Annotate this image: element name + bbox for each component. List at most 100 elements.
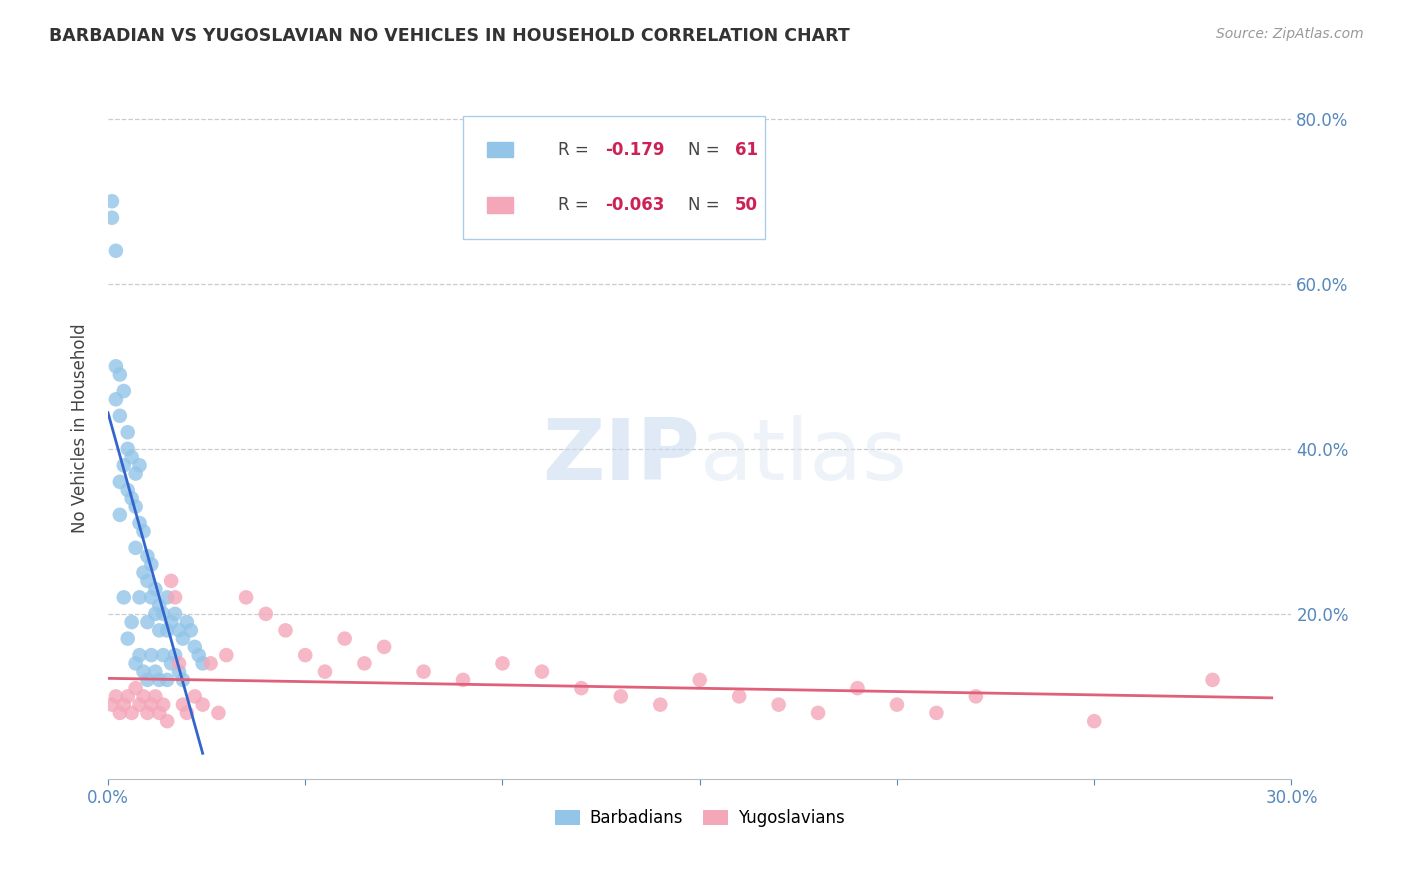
Point [108, 409, 131, 423]
Point [124, 681, 146, 695]
Point [807, 706, 830, 720]
Text: 61: 61 [735, 141, 758, 159]
Text: R =: R = [558, 141, 593, 159]
Point [136, 673, 159, 687]
Text: Source: ZipAtlas.com: Source: ZipAtlas.com [1216, 27, 1364, 41]
Point [101, 698, 124, 712]
Point [200, 657, 222, 671]
Point [132, 665, 155, 679]
Point [160, 657, 183, 671]
Point [141, 698, 163, 712]
Point [373, 640, 395, 654]
Point [152, 648, 174, 662]
Point [184, 690, 207, 704]
Point [152, 607, 174, 621]
Point [152, 698, 174, 712]
Point [965, 690, 987, 704]
Point [451, 673, 474, 687]
Point [235, 591, 257, 605]
Point [156, 714, 179, 728]
Point [1083, 714, 1105, 728]
Point [215, 648, 238, 662]
Point [132, 524, 155, 539]
Point [148, 706, 170, 720]
Point [141, 591, 163, 605]
Point [101, 211, 124, 225]
Bar [486, 142, 513, 157]
Point [353, 657, 375, 671]
Point [136, 549, 159, 563]
Point [148, 673, 170, 687]
Point [112, 698, 135, 712]
Point [108, 475, 131, 489]
Text: 50: 50 [735, 196, 758, 214]
Point [108, 706, 131, 720]
Point [128, 648, 150, 662]
Point [121, 491, 143, 506]
Point [176, 615, 198, 629]
Point [207, 706, 229, 720]
Point [117, 483, 139, 497]
Point [136, 706, 159, 720]
Point [180, 624, 202, 638]
Point [569, 681, 592, 695]
Point [172, 673, 194, 687]
Point [187, 648, 209, 662]
Point [650, 698, 672, 712]
Point [167, 624, 190, 638]
Y-axis label: No Vehicles in Household: No Vehicles in Household [72, 324, 89, 533]
Point [167, 657, 190, 671]
Point [156, 673, 179, 687]
Point [167, 665, 190, 679]
Point [165, 607, 187, 621]
Point [148, 624, 170, 638]
Point [121, 450, 143, 464]
Point [184, 640, 207, 654]
Point [846, 681, 869, 695]
Point [1201, 673, 1223, 687]
Point [160, 574, 183, 588]
Point [141, 648, 163, 662]
Point [128, 698, 150, 712]
Point [104, 359, 127, 374]
Point [124, 467, 146, 481]
Point [101, 194, 124, 209]
Text: atlas: atlas [700, 415, 908, 498]
Point [124, 500, 146, 514]
Point [141, 558, 163, 572]
FancyBboxPatch shape [463, 116, 765, 239]
Point [294, 648, 316, 662]
Point [886, 698, 908, 712]
Point [148, 599, 170, 613]
Point [108, 368, 131, 382]
Point [156, 624, 179, 638]
Point [136, 574, 159, 588]
Point [108, 508, 131, 522]
Point [925, 706, 948, 720]
Point [117, 690, 139, 704]
Point [768, 698, 790, 712]
Point [143, 582, 166, 596]
Text: R =: R = [558, 196, 593, 214]
Point [491, 657, 513, 671]
Point [128, 458, 150, 473]
Point [172, 632, 194, 646]
Point [104, 244, 127, 258]
Bar [486, 197, 513, 213]
Text: N =: N = [688, 141, 724, 159]
Text: -0.063: -0.063 [605, 196, 665, 214]
Point [176, 706, 198, 720]
Point [104, 392, 127, 407]
Text: -0.179: -0.179 [605, 141, 665, 159]
Point [117, 425, 139, 440]
Point [412, 665, 434, 679]
Point [124, 541, 146, 555]
Point [165, 591, 187, 605]
Point [274, 624, 297, 638]
Point [112, 384, 135, 398]
Point [117, 632, 139, 646]
Point [530, 665, 553, 679]
Point [160, 615, 183, 629]
Text: N =: N = [688, 196, 724, 214]
Point [191, 657, 214, 671]
